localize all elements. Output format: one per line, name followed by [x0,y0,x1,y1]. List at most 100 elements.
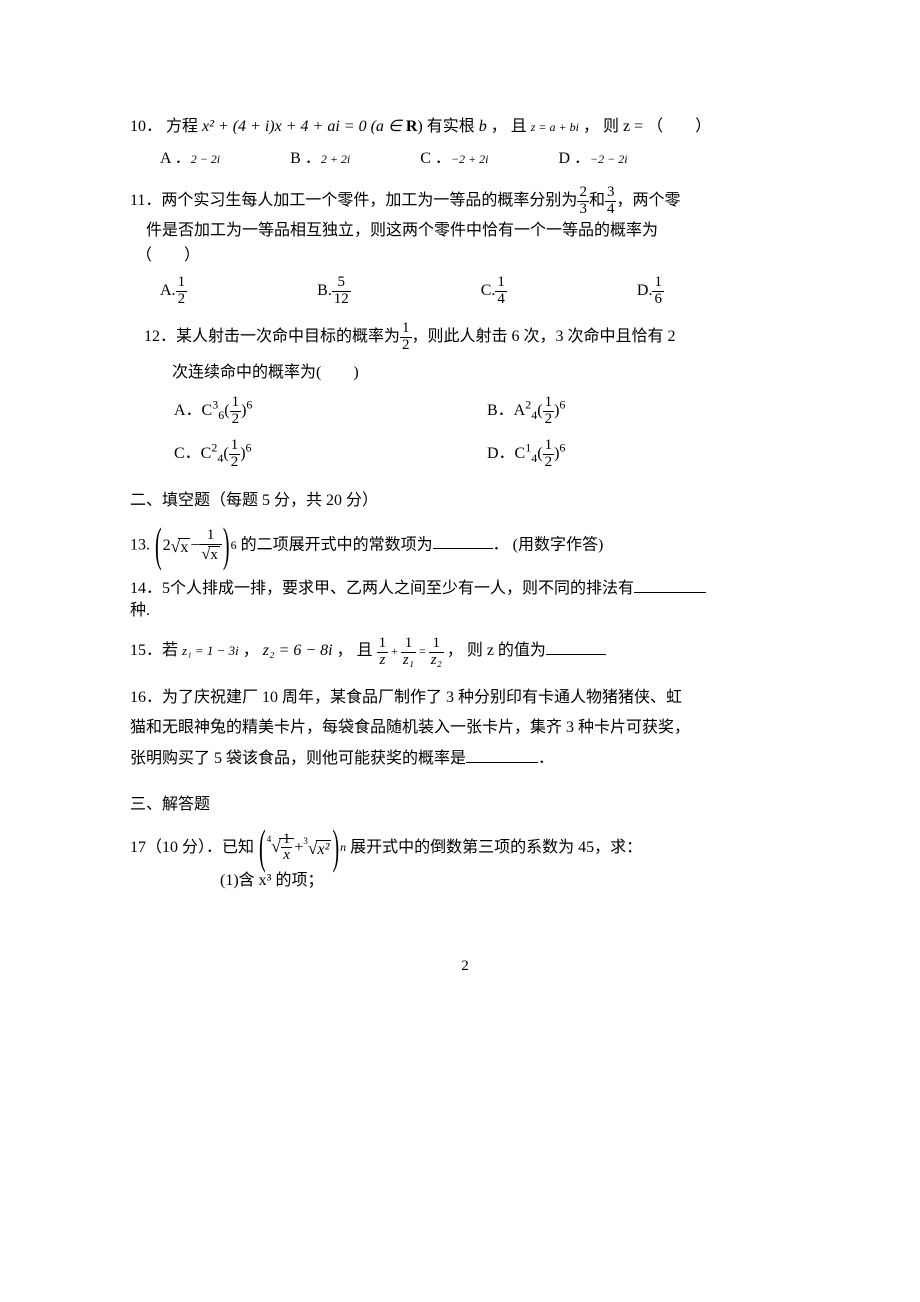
den: 3 [577,202,589,218]
d: 2 [230,412,242,428]
d: x [281,848,293,864]
fraction: 512 [332,275,351,308]
q-text: 方程 [166,118,202,135]
opt-label: B. [317,282,332,299]
q-text: 展开式中的倒数第三项的系数为 45，求： [350,839,642,856]
paren-right-icon: ) [223,507,230,584]
plus: + [294,835,303,861]
q-text: 5个人排成一排，要求甲、乙两人之间至少有一人，则不同的排法有 [162,580,634,597]
q-number: 17（10 分）． [130,839,222,856]
q-tail: 种. [130,600,800,622]
answer-blank[interactable] [546,654,606,655]
q-text: ， 且 [333,642,377,659]
sub: 6 [218,409,224,423]
exp: 6 [559,398,565,412]
option-A: A ．2 − 2i [160,146,220,172]
options-row1: A．C36(12)6 B．A24(12)6 [174,395,800,428]
n: 1 [281,832,293,849]
expression: ( 4√1x + 3√x² ) n [258,832,346,865]
opt-pre: C．C [174,445,211,462]
exp: 6 [231,536,237,555]
n: 1 [401,636,416,653]
d: 2 [543,412,555,428]
q-text: ) 有实根 [417,118,478,135]
question-13: 13. ( 2√x − 1 √x ) 6 的二项展开式中的常数项为． (用数字作… [130,528,800,564]
option-C: C.14 [481,275,507,308]
var-b: b [479,118,487,135]
d: 2 [400,338,412,354]
option-C: C ．−2 + 2i [420,146,488,172]
q-number: 10． [130,118,162,135]
question-12: 12．某人射击一次命中目标的概率为12，则此人射击 6 次，3 次命中且恰有 2… [144,321,800,470]
question-17: 17（10 分）．已知 ( 4√1x + 3√x² ) n 展开式中的倒数第三项… [130,832,800,894]
section-3-heading: 三、解答题 [130,792,800,818]
q-text: ，两个零 [616,192,680,209]
option-D: D．C14(12)6 [487,438,800,471]
d: 12 [332,292,351,308]
question-14: 14．5个人排成一排，要求甲、乙两人之间至少有一人，则不同的排法有 种. [130,578,800,623]
paren: （ ） [136,243,800,269]
q-number: 11． [130,192,161,209]
fraction: 14 [495,275,507,308]
paren-left-icon: ( [259,809,266,886]
sqrt: √x [171,532,191,561]
answer-blank[interactable] [433,548,493,549]
q-number: 16． [130,689,162,706]
z-eq: z = a + bi [531,120,579,134]
question-15: 15．若 z₁ = 1 − 3i ， z₂ = 6 − 8i ， 且 1z + … [130,636,800,669]
radicand: x [178,538,190,556]
fraction: 1x [281,832,293,865]
answer-blank[interactable] [634,592,706,593]
exp: n [340,838,346,857]
fraction: 23 [577,185,589,218]
radicand: x² [316,840,332,858]
d: 2 [176,292,188,308]
expression: ( 2√x − 1 √x ) 6 [154,528,237,564]
n: 1 [199,528,222,545]
q17-sub1: (1)含 x³ 的项； [220,868,800,894]
sub: 4 [217,451,223,465]
z2: z₂ = 6 − 8i [263,642,333,659]
exp: 6 [559,441,565,455]
question-10: 10． 方程 x² + (4 + i)x + 4 + ai = 0 (a ∈ R… [130,114,800,171]
q-text: ， 且 [487,118,531,135]
q-text-line2: 件是否加工为一等品相互独立，则这两个零件中恰有一个一等品的概率为 [146,218,800,244]
opt-label: C ． [420,150,451,167]
opt-pre: A．C [174,402,212,419]
d: z₂ [429,653,444,669]
opt-pre: B．A [487,402,525,419]
page-number: 2 [130,954,800,978]
opt-val: −2 + 2i [451,152,489,166]
opt-val: −2 − 2i [590,152,628,166]
q-number: 15． [130,642,162,659]
sub: 4 [531,451,537,465]
fraction: 12 [400,321,412,354]
z1: z₁ = 1 − 3i [182,643,239,658]
answer-blank[interactable] [466,762,538,763]
options: A ．2 − 2i B ．2 + 2i C ．−2 + 2i D ．−2 − 2… [160,146,800,172]
q-text: ，则此人射击 6 次，3 次命中且恰有 2 [412,328,676,345]
fraction: 1z [377,636,389,669]
n: 1 [543,395,555,412]
fraction: 1 √x [199,528,222,564]
q-text: 猫和无眼神兔的精美卡片，每袋食品随机装入一张卡片，集齐 3 种卡片可获奖， [130,713,800,743]
n: 1 [230,395,242,412]
opt-pre: D．C [487,445,525,462]
d: z [377,653,389,669]
d: z₁ [401,653,416,669]
paren-right-icon: ) [332,809,339,886]
opt-label: D ． [558,150,590,167]
root-4: 4√1x [267,832,295,865]
q-text-line2: 次连续命中的概率为( ) [172,360,800,386]
q-text: ， 则 z 的值为 [447,642,546,659]
section-2-heading: 二、填空题（每题 5 分，共 20 分） [130,488,800,514]
coef: 2 [163,533,171,559]
sqrt: √x [201,545,220,564]
option-C: C．C24(12)6 [174,438,487,471]
option-A: A.12 [160,275,187,308]
q-text: 为了庆祝建厂 10 周年，某食品厂制作了 3 种分别印有卡通人物猪猪侠、虹 [162,689,682,706]
opt-val: 2 − 2i [191,152,220,166]
and: 和 [589,192,605,209]
fraction: 34 [605,185,617,218]
d: 2 [543,455,555,471]
